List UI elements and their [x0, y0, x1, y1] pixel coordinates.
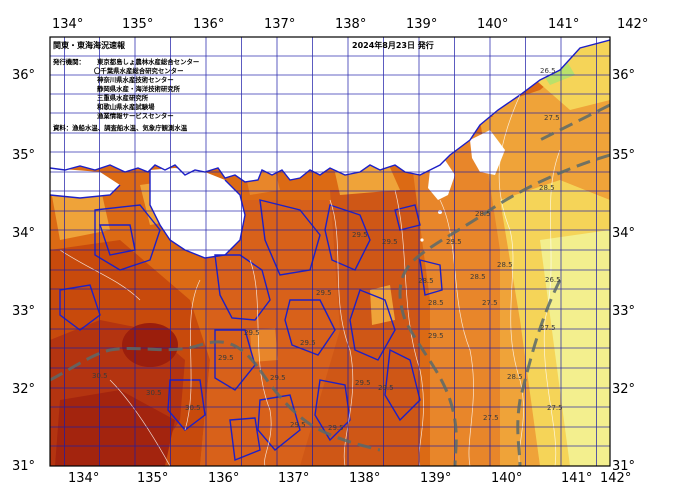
lon-label: 136°: [208, 471, 239, 486]
lon-label: 141°: [548, 17, 579, 32]
data-source: 資料：漁船水温、調査船水温、気象庁観測水温: [53, 123, 188, 132]
isotherm-label: 26.5: [545, 276, 561, 284]
isotherm-label: 27.5: [482, 299, 498, 307]
isotherm-label: 29.5: [290, 421, 306, 429]
isotherm-label: 27.5: [540, 324, 556, 332]
isotherm-label: 29.5: [382, 238, 398, 246]
isotherm-label: 27.5: [547, 404, 563, 412]
issuer-item: 神奈川県水産技術センター: [97, 75, 174, 84]
isotherm-label: 29.5: [300, 339, 316, 347]
lat-label: 35°: [612, 148, 635, 163]
issuer-block: 発行機関： 東京都島しょ農林水産総合センター 〇千葉県水産総合研究センター 神奈…: [52, 57, 199, 132]
isotherm-label: 28.5: [470, 273, 486, 281]
issue-date: 2024年8月23日 発行: [352, 40, 434, 50]
lat-label: 32°: [12, 382, 35, 397]
lat-label: 33°: [612, 304, 635, 319]
issuer-item: 漁業情報サービスセンター: [97, 111, 174, 120]
lat-label: 33°: [12, 304, 35, 319]
lat-label: 35°: [12, 148, 35, 163]
kuroshio-current: [50, 103, 610, 466]
isotherm-label: 30.5: [92, 372, 108, 380]
lon-label: 137°: [264, 17, 295, 32]
isotherm-label: 29.5: [316, 289, 332, 297]
graticule: [50, 37, 610, 466]
issuer-item: 静岡県水産・海洋技術研究所: [97, 84, 181, 93]
issuer-item: 三重県水産研究所: [97, 93, 149, 102]
isotherm-label: 26.5: [540, 67, 556, 75]
isotherm-label: 29.5: [328, 424, 344, 432]
issuer-heading: 発行機関：: [52, 57, 85, 66]
lon-label: 138°: [335, 17, 366, 32]
isotherm-label: 30.5: [146, 389, 162, 397]
isotherm-label: 28.5: [428, 299, 444, 307]
coastline: [50, 39, 610, 461]
lat-label: 36°: [12, 68, 35, 83]
lon-label: 139°: [406, 17, 437, 32]
info-panel: [50, 37, 245, 132]
lon-label: 137°: [278, 471, 309, 486]
lat-label: 31°: [12, 459, 35, 474]
isotherm-label: 29.5: [352, 231, 368, 239]
isotherm-labels: 26.5 27.5 28.5 28.5 28.5 29.5 29.5 29.5 …: [92, 67, 563, 432]
isotherm-label: 29.5: [244, 329, 260, 337]
map-frame: [49, 36, 611, 467]
lat-label: 34°: [612, 226, 635, 241]
lon-label: 142°: [617, 17, 648, 32]
isotherm-label: 27.5: [483, 414, 499, 422]
lon-label: 134°: [52, 17, 83, 32]
longitude-labels-bottom: 134° 135° 136° 137° 138° 139° 140° 141° …: [68, 471, 631, 486]
lon-label: 141°: [561, 471, 592, 486]
lon-label: 140°: [491, 471, 522, 486]
issuer-item: 和歌山県水産試験場: [97, 102, 155, 111]
issuer-item: 東京都島しょ農林水産総合センター: [97, 57, 199, 66]
latitude-labels-right: 36° 35° 34° 33° 32° 31°: [612, 68, 635, 474]
isotherm-label: 30.5: [185, 404, 201, 412]
isotherm-label: 28.5: [539, 184, 555, 192]
lon-label: 135°: [137, 471, 168, 486]
lat-label: 36°: [612, 68, 635, 83]
header-band: [245, 37, 445, 51]
isotherm-label: 29.5: [428, 332, 444, 340]
lon-label: 139°: [420, 471, 451, 486]
lon-label: 142°: [600, 471, 631, 486]
lat-label: 34°: [12, 226, 35, 241]
lon-label: 135°: [122, 17, 153, 32]
lon-label: 140°: [477, 17, 508, 32]
isotherm-label: 29.5: [270, 374, 286, 382]
isotherm-label: 28.5: [507, 373, 523, 381]
isotherm-label: 29.5: [446, 238, 462, 246]
lat-label: 31°: [612, 459, 635, 474]
lat-label: 32°: [612, 382, 635, 397]
longitude-labels-top: 134° 135° 136° 137° 138° 139° 140° 141° …: [52, 17, 648, 32]
lon-label: 136°: [193, 17, 224, 32]
issuer-item: 〇千葉県水産総合研究センター: [94, 66, 183, 75]
isotherm-label: 29.5: [378, 384, 394, 392]
map-title: 関東・東海海況速報: [53, 40, 126, 50]
isotherm-label: 28.5: [475, 210, 491, 218]
isotherm-label: 28.5: [497, 261, 513, 269]
isotherm-label: 29.5: [355, 379, 371, 387]
isotherm-label: 27.5: [544, 114, 560, 122]
lon-label: 134°: [68, 471, 99, 486]
latitude-labels-left: 36° 35° 34° 33° 32° 31°: [12, 68, 35, 474]
isotherm-label: 29.5: [218, 354, 234, 362]
lon-label: 138°: [349, 471, 380, 486]
isotherm-label: 28.5: [418, 277, 434, 285]
